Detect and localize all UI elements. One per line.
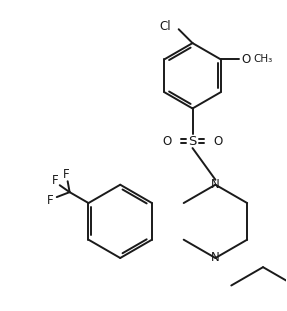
Text: O: O xyxy=(213,135,222,148)
Text: S: S xyxy=(188,135,197,148)
Text: F: F xyxy=(46,193,53,207)
Text: CH₃: CH₃ xyxy=(253,54,273,64)
Text: O: O xyxy=(162,135,172,148)
Text: F: F xyxy=(51,174,58,187)
Text: N: N xyxy=(211,178,220,191)
Text: F: F xyxy=(63,168,70,181)
Text: O: O xyxy=(242,53,251,66)
Text: N: N xyxy=(211,252,220,264)
Text: Cl: Cl xyxy=(159,20,171,33)
